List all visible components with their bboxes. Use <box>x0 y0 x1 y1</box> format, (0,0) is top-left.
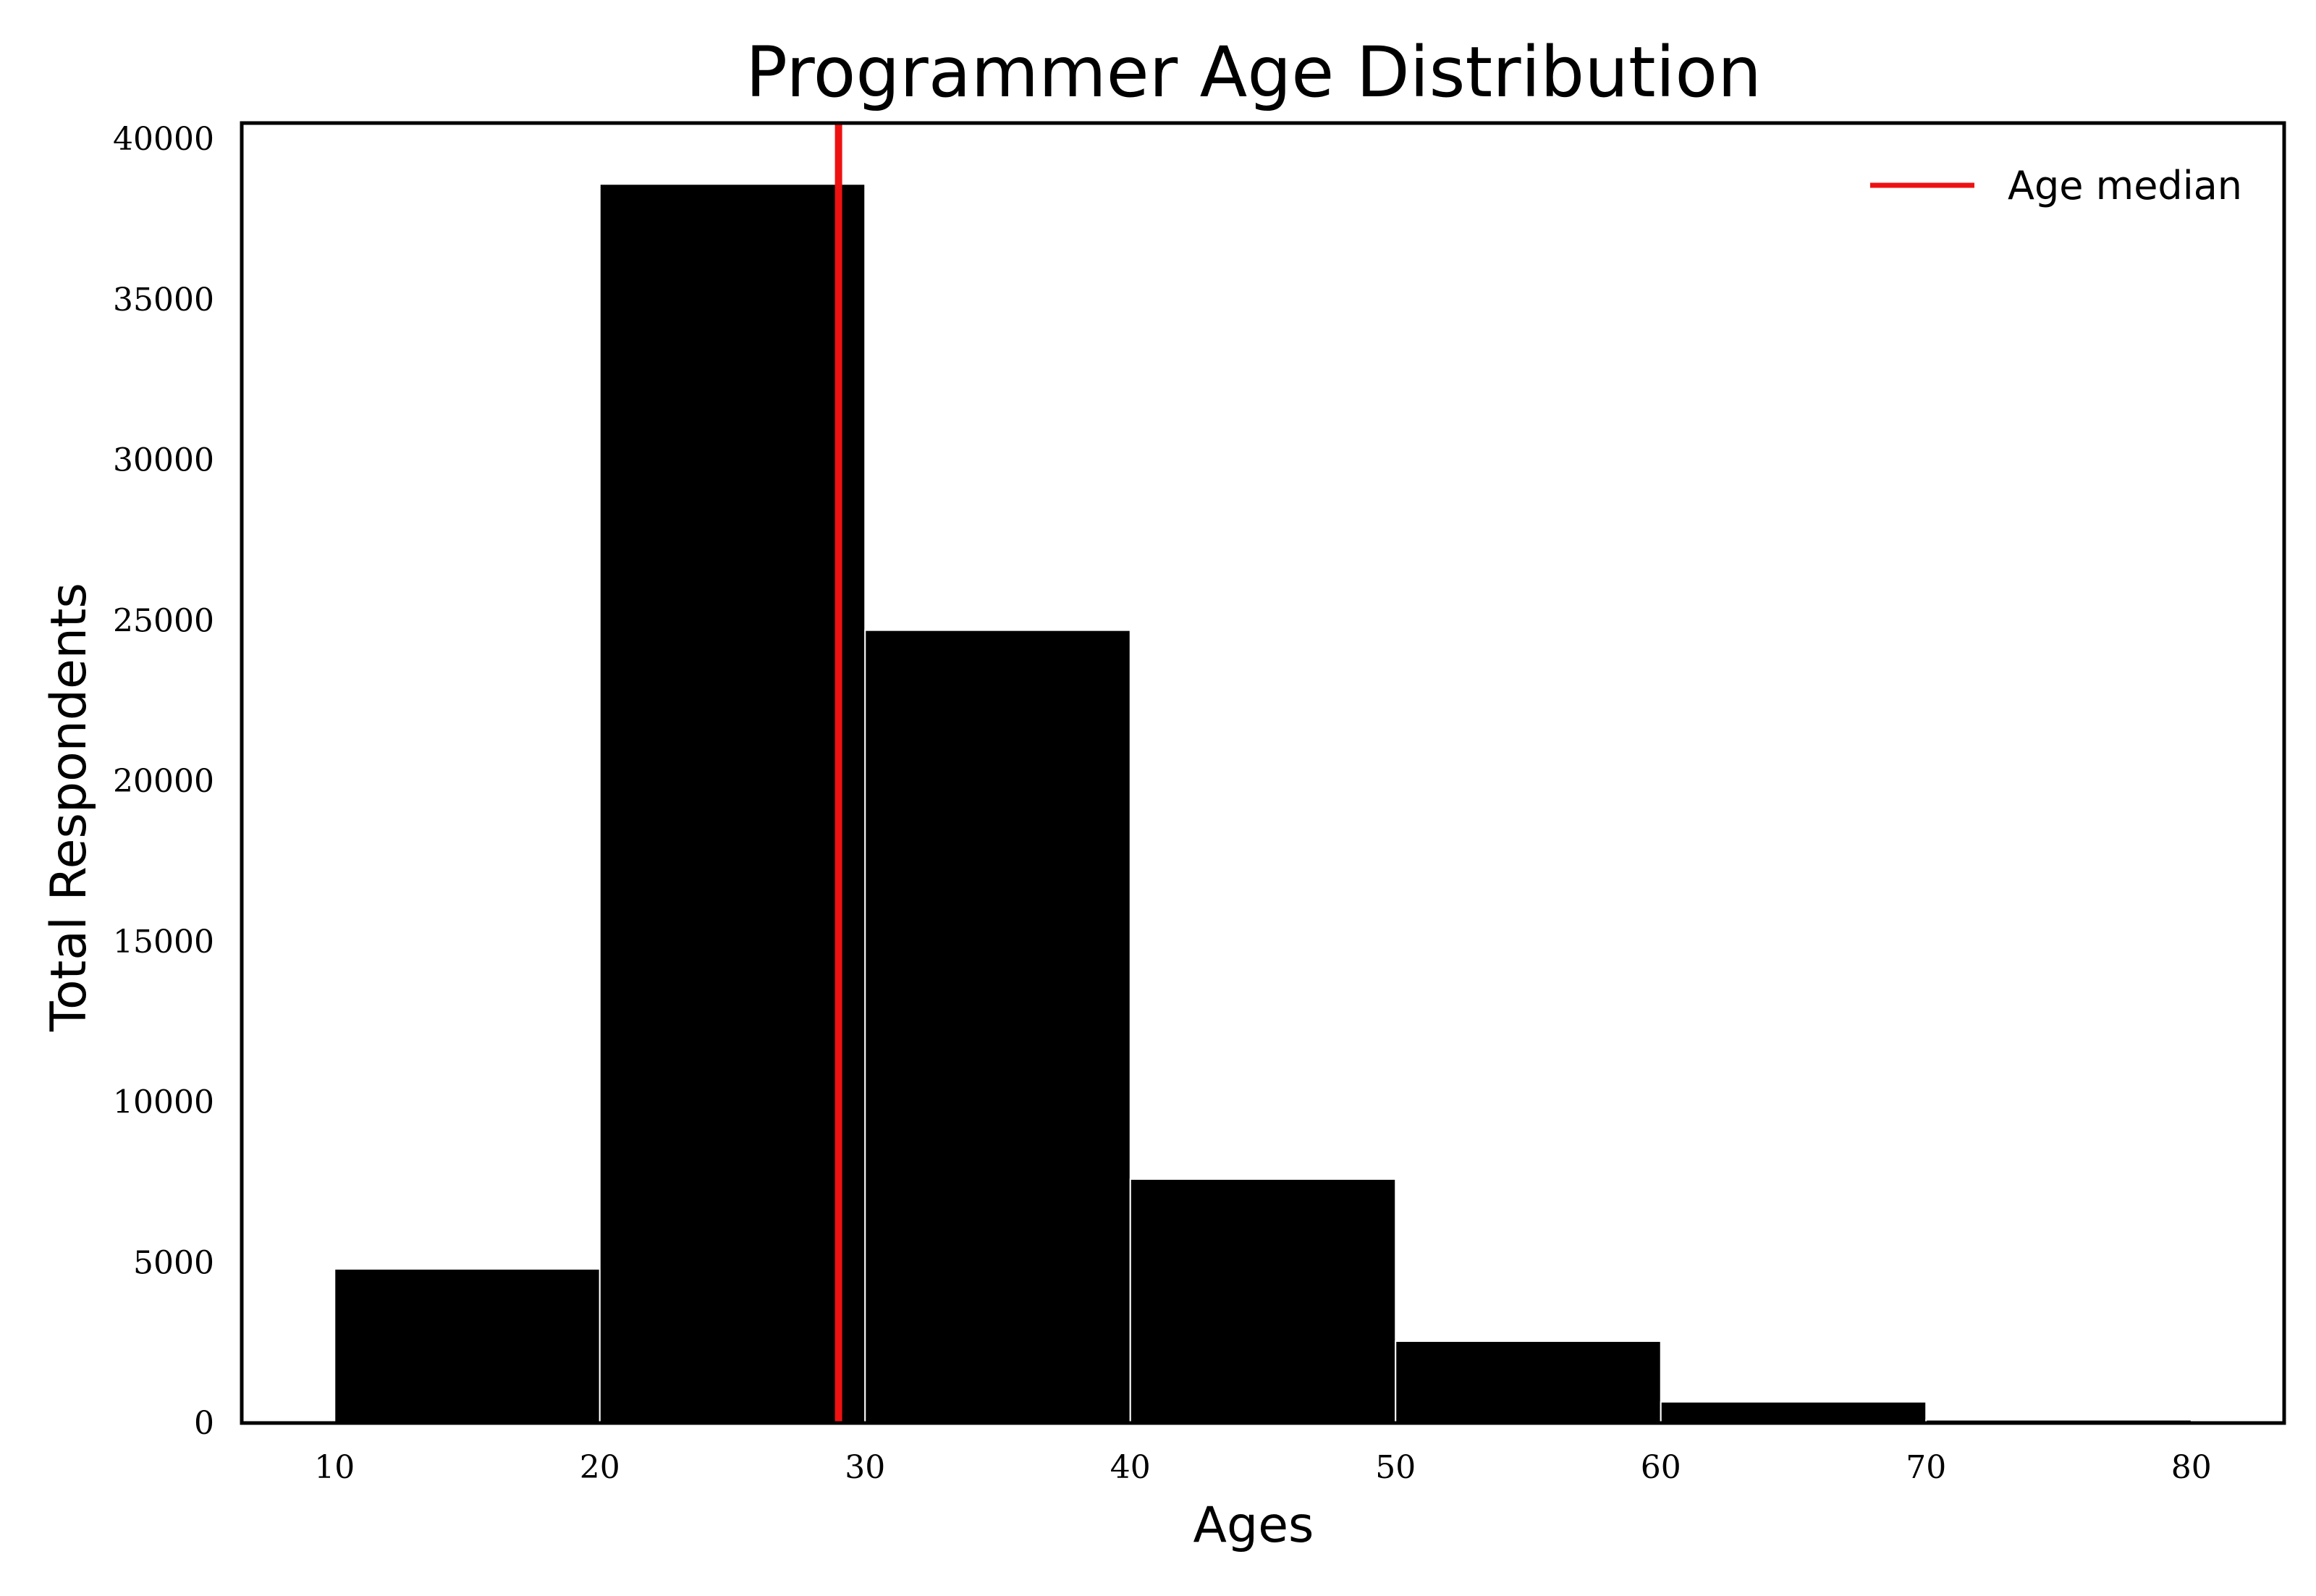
histogram-bar-30-40 <box>864 629 1131 1424</box>
chart-title: Programmer Age Distribution <box>745 32 1762 113</box>
x-tick-label-20: 20 <box>580 1449 620 1486</box>
x-tick-label-80: 80 <box>2171 1449 2212 1486</box>
x-axis-label: Ages <box>1193 1497 1314 1554</box>
x-tick-label-50: 50 <box>1375 1449 1416 1486</box>
y-tick-label-40000: 40000 <box>113 121 214 158</box>
y-tick-label-20000: 20000 <box>113 763 214 800</box>
legend: Age median <box>1870 163 2242 208</box>
x-ticks: 10 20 30 40 50 60 70 80 <box>314 1449 2211 1486</box>
y-axis-label: Total Respondents <box>41 583 98 1032</box>
x-tick-label-60: 60 <box>1641 1449 1681 1486</box>
x-tick-label-40: 40 <box>1110 1449 1151 1486</box>
histogram-bar-60-70 <box>1660 1401 1927 1424</box>
x-tick-label-70: 70 <box>1906 1449 1946 1486</box>
y-tick-label-30000: 30000 <box>113 442 214 479</box>
histogram-bar-10-20 <box>334 1268 601 1424</box>
y-tick-label-15000: 15000 <box>113 924 214 960</box>
histogram-bar-50-60 <box>1395 1340 1662 1424</box>
legend-label-age-median: Age median <box>2008 163 2242 208</box>
y-tick-label-35000: 35000 <box>113 282 214 318</box>
histogram-bar-40-50 <box>1129 1178 1397 1424</box>
y-tick-label-5000: 5000 <box>133 1244 214 1281</box>
x-tick-label-30: 30 <box>845 1449 885 1486</box>
y-tick-label-10000: 10000 <box>113 1084 214 1121</box>
bars-layer <box>334 183 2192 1424</box>
x-tick-label-10: 10 <box>314 1449 355 1486</box>
y-ticks: 0 5000 10000 15000 20000 25000 30000 35000 40000 <box>113 121 214 1442</box>
plot-frame <box>240 121 2286 1425</box>
y-tick-label-25000: 25000 <box>113 602 214 639</box>
y-tick-label-0: 0 <box>194 1405 214 1442</box>
histogram-bar-20-30 <box>599 183 866 1424</box>
